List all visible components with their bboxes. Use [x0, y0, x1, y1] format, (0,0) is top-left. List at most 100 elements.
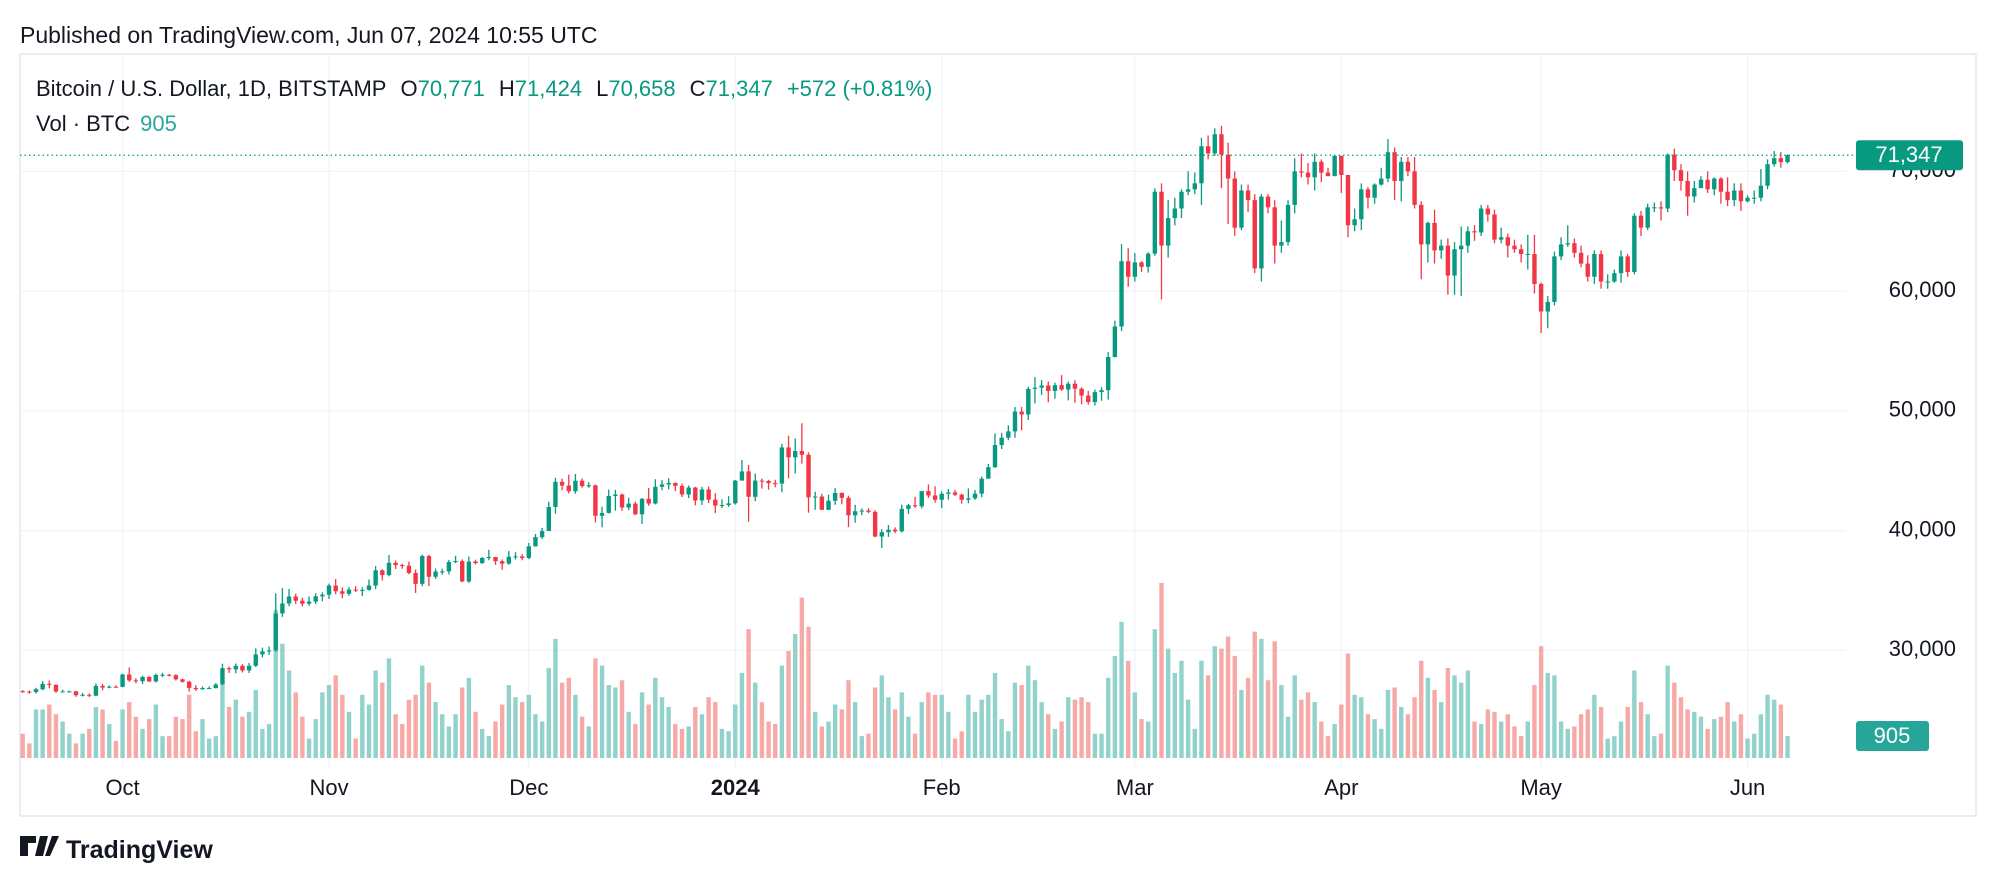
candle-body: [932, 495, 938, 500]
volume-bar: [979, 699, 984, 758]
volume-bar: [1165, 648, 1171, 758]
candle-body: [1465, 231, 1471, 246]
candle-body: [693, 487, 698, 501]
volume-bar: [1778, 704, 1784, 758]
volume-bar: [1492, 711, 1497, 758]
volume-bar: [326, 685, 332, 758]
volume-bar: [832, 704, 838, 758]
volume-bar: [1645, 714, 1650, 758]
candle-body: [506, 556, 512, 564]
candle-body: [1632, 215, 1637, 272]
volume-bar: [593, 658, 598, 758]
candle-body: [1458, 245, 1464, 250]
volume-bar: [946, 711, 951, 758]
candle-body: [240, 665, 245, 671]
candle-body: [1498, 237, 1504, 240]
volume-bar: [486, 736, 492, 758]
volume-bar: [293, 692, 298, 758]
volume-bar: [1545, 672, 1550, 758]
candle-body: [1086, 395, 1091, 403]
candle-body: [566, 485, 571, 492]
volume-bar: [1192, 728, 1197, 758]
volume-bar: [646, 704, 651, 758]
candle-body: [832, 492, 838, 501]
volume-bar: [1372, 719, 1377, 758]
candle-body: [180, 679, 185, 682]
candle-body: [666, 482, 671, 485]
volume-bar: [912, 733, 918, 758]
candle-body: [1645, 207, 1650, 228]
candle-body: [20, 691, 25, 693]
volume-bar: [260, 728, 265, 758]
volume-bar: [846, 680, 851, 758]
volume-bar: [706, 697, 711, 758]
volume-bar: [20, 733, 25, 758]
volume-bar: [120, 709, 125, 758]
volume-bar: [1172, 672, 1178, 758]
published-note: Published on TradingView.com, Jun 07, 20…: [20, 22, 598, 48]
volume-bar: [1718, 716, 1724, 758]
candle-body: [153, 674, 159, 682]
volume-bar: [1325, 736, 1331, 758]
candle-body: [1732, 190, 1737, 201]
y-tick-label: 30,000: [1889, 636, 1956, 661]
volume-bar: [759, 702, 765, 758]
ohlc-item: C71,347: [690, 76, 773, 102]
candle-body: [686, 487, 691, 495]
candle-body: [593, 485, 598, 516]
candle-body: [1752, 197, 1757, 199]
candle-body: [1072, 383, 1078, 389]
volume-bar: [1758, 714, 1764, 758]
candle-body: [333, 585, 338, 592]
candles: [20, 125, 1790, 698]
volume-bar: [1225, 636, 1231, 758]
volume-bar: [1092, 733, 1098, 758]
candle-body: [406, 565, 412, 573]
volume-bar: [959, 731, 964, 758]
ohlc-value: 70,658: [608, 76, 676, 101]
last-volume-badge: [1856, 721, 1929, 752]
volume-bar: [1185, 699, 1191, 758]
candle-body: [586, 485, 591, 487]
y-tick-label: 40,000: [1889, 516, 1956, 541]
last-price-label: 71,347: [1875, 142, 1942, 167]
volume-bar: [33, 709, 39, 758]
volume-bar: [573, 694, 578, 758]
candle-body: [1472, 231, 1477, 233]
candle-body: [353, 589, 358, 591]
candle-body: [1492, 214, 1497, 240]
candle-body: [1179, 191, 1184, 209]
candle-body: [1059, 385, 1064, 390]
candle-body: [679, 485, 685, 495]
volume-bar: [1432, 689, 1437, 758]
candle-body: [1478, 208, 1484, 233]
volume-bar: [1425, 677, 1431, 758]
candle-body: [1312, 161, 1317, 178]
volume-bar: [373, 670, 378, 758]
candle-body: [80, 694, 85, 696]
volume-bar: [213, 736, 218, 758]
volume-bar: [1232, 655, 1237, 758]
volume-bar: [1019, 685, 1024, 758]
volume-bar: [1705, 728, 1710, 758]
candle-body: [1332, 155, 1337, 177]
candle-body: [986, 467, 991, 479]
candle-body: [579, 480, 585, 487]
volume-bar: [1605, 738, 1610, 758]
volume-bar: [1625, 706, 1630, 758]
candle-body: [1505, 237, 1511, 246]
volume-bar: [1585, 709, 1590, 758]
volume-bar: [27, 743, 32, 758]
volume-bar: [779, 665, 785, 758]
grid: [20, 54, 1846, 769]
volume-bar: [1725, 702, 1730, 758]
volume-bar: [53, 714, 59, 758]
candle-body: [226, 668, 232, 670]
volume-bars: [20, 583, 1790, 758]
candle-body: [1405, 161, 1411, 172]
volume-bar: [1265, 680, 1271, 758]
volume-bar: [866, 733, 871, 758]
candle-body: [1219, 134, 1224, 155]
candle-body: [266, 650, 272, 652]
candle-body: [1212, 134, 1217, 154]
